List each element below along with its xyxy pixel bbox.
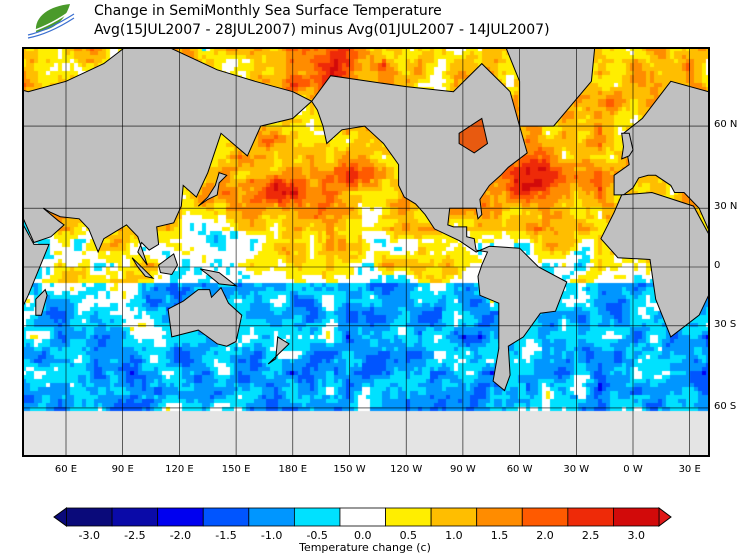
landmass-australia [167,286,243,347]
colorbar-tick-label: -1.5 [215,529,237,542]
lon-label: 60 W [506,464,533,475]
landmass-eurasia [22,47,313,266]
lon-label: 90 W [449,464,476,475]
lat-label: 0 [714,260,721,271]
colorbar-swatch [430,507,478,527]
colorbar-tick-label: 2.0 [536,529,554,542]
landmass-madagascar [35,288,48,316]
lon-label: 30 W [563,464,590,475]
colorbar-swatch [476,507,523,527]
sst-change-map[interactable] [22,47,710,457]
colorbar-tick-label: -3.0 [78,529,101,542]
map-frame [22,47,710,457]
colorbar-swatch [293,507,341,527]
landmass-new-zealand [267,336,290,365]
landmass-eurasia [613,80,710,235]
colorbar-title: Temperature change (c) [299,541,431,554]
colorbar-swatch [157,507,204,527]
colorbar-tick-label: -1.0 [260,529,283,542]
colorbar-tick-label: -2.5 [124,529,146,542]
colorbar-swatch [66,507,113,527]
colorbar-under-triangle [53,507,67,527]
colorbar-swatch [339,507,386,527]
colorbar-tick-label: -0.5 [306,529,328,542]
lon-label: 150 E [221,464,251,475]
colorbar-swatch [521,507,569,527]
colorbar-tick-label: 1.5 [490,529,509,542]
colorbar-tick-label: 3.0 [627,529,645,542]
lon-label: 150 W [333,464,366,475]
colorbar-swatch [385,507,432,527]
lon-label: 90 E [111,464,134,475]
colorbar-tick-label: 1.0 [445,529,463,542]
lat-label: 60 S [714,400,737,412]
landmass-sumatra [131,257,155,280]
lat-label: 30 S [714,318,737,330]
colorbar-swatch [202,507,250,527]
lon-label: 30 E [678,464,701,475]
chart-subtitle: Avg(15JUL2007 - 28JUL2007) minus Avg(01J… [94,22,550,38]
colorbar-over-triangle [658,507,672,527]
colorbar-tick-label: -2.0 [169,529,192,542]
lat-label: 30 N [714,201,738,213]
landmass-borneo [158,253,179,276]
landmass-britain [621,132,634,160]
landmass-japan [197,172,228,207]
colorbar-swatch [248,507,295,527]
lon-label: 120 E [165,464,194,475]
colorbar-swatch [613,507,660,527]
landmass-new-guinea [199,268,238,287]
lon-label: 60 E [54,464,78,475]
colorbar-tick-label: 0.5 [399,529,418,542]
chart-title: Change in SemiMonthly Sea Surface Temper… [94,3,442,19]
landmass-africa [600,191,710,338]
logo-icon [27,4,75,39]
colorbar-swatch [567,507,614,527]
hudson-bay-water [458,117,489,154]
colorbar-swatch [111,507,159,527]
colorbar-tick-label: 0.0 [354,529,372,542]
colorbar-tick-label: 2.5 [581,529,600,542]
lon-label: 120 W [390,464,423,475]
lat-label: 60 N [714,119,738,131]
landmass-africa [22,221,50,310]
lon-label: 180 E [278,464,308,475]
lon-label: 0 W [623,464,643,475]
map-overlay [22,47,710,457]
